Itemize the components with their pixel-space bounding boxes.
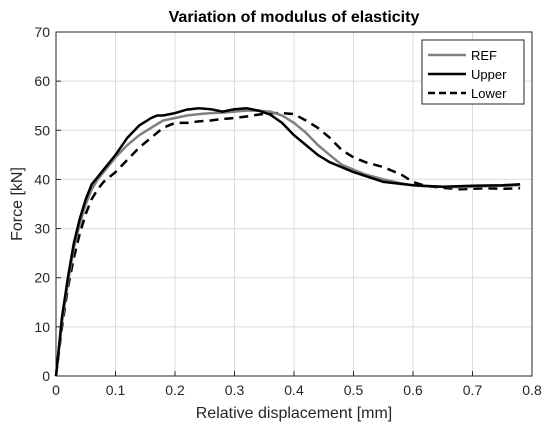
x-tick-label: 0.1 [106, 382, 126, 398]
x-tick-label: 0.6 [403, 382, 423, 398]
y-tick-label: 10 [34, 319, 50, 335]
x-tick-label: 0.3 [225, 382, 245, 398]
y-tick-label: 60 [34, 73, 50, 89]
axis-ticks: 0 0.1 0.2 0.3 0.4 0.5 0.6 0.7 0.8 0 10 20 30 40 50 60 70 [34, 24, 542, 398]
legend-label-lower: Lower [471, 86, 507, 101]
y-tick-label: 0 [42, 368, 50, 384]
y-tick-label: 20 [34, 270, 50, 286]
series-lines [54, 106, 521, 377]
legend: REF Upper Lower [421, 39, 525, 105]
legend-label-upper: Upper [471, 67, 507, 82]
chart-title: Variation of modulus of elasticity [169, 9, 420, 26]
x-axis-title: Relative displacement [mm] [196, 405, 393, 422]
x-tick-label: 0.4 [284, 382, 304, 398]
x-tick-label: 0.7 [463, 382, 483, 398]
y-tick-label: 70 [34, 24, 50, 40]
x-tick-label: 0.2 [165, 382, 185, 398]
y-tick-label: 40 [34, 171, 50, 187]
x-tick-label: 0.8 [522, 382, 542, 398]
series-line-lower [54, 111, 521, 377]
series-line-upper [54, 106, 521, 377]
x-tick-label: 0 [52, 382, 60, 398]
y-tick-label: 30 [34, 221, 50, 237]
y-axis-title: Force [kN] [9, 167, 26, 241]
y-tick-label: 50 [34, 122, 50, 138]
legend-label-ref: REF [471, 48, 497, 63]
x-tick-label: 0.5 [344, 382, 364, 398]
series-line-ref [54, 109, 521, 377]
